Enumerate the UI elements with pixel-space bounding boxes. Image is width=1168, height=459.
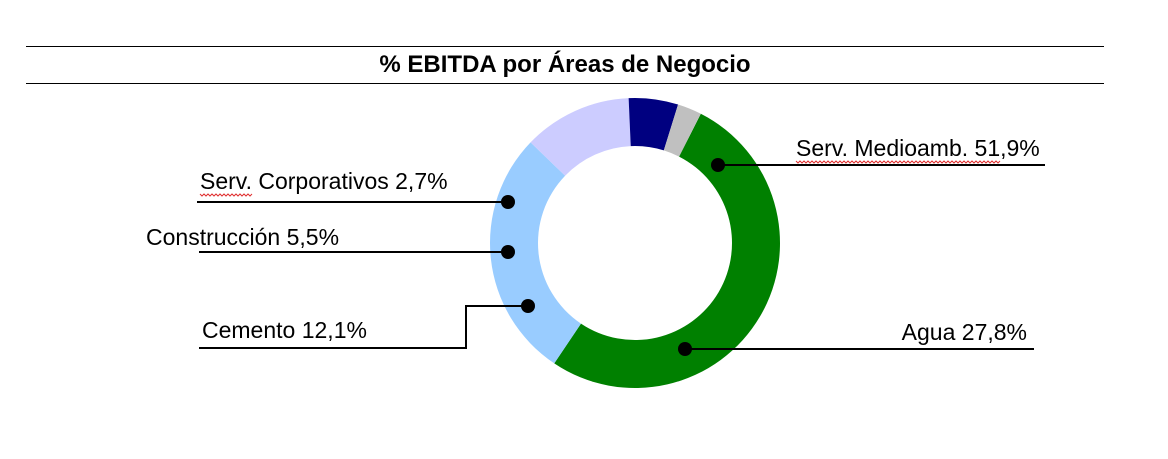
slice-construccion [628,98,679,151]
slice-cemento [530,98,631,176]
leader-dot-serv-medioamb [711,158,725,172]
label-cemento: Cemento 12,1% [202,317,367,343]
leader-dot-cemento [521,299,535,313]
label-construccion: Construcción 5,5% [146,224,339,250]
title-top-rule [26,46,1104,47]
leader-line-cemento [199,305,528,349]
leader-lines [197,158,1045,356]
slice-serv-corporativos [663,104,701,157]
leader-dot-construccion [501,245,515,259]
label-serv-corporativos: Serv. Corporativos 2,7% [200,168,448,194]
leader-dot-agua [678,342,692,356]
slice-serv-medioamb [554,113,781,389]
label-serv-medioamb: Serv. Medioamb. 51,9% [796,135,1040,161]
label-agua: Agua 27,8% [902,319,1027,345]
donut-slices [489,98,781,389]
title-bottom-rule [26,83,1104,84]
slice-labels: Serv. Medioamb. 51,9% Agua 27,8% Cemento 1… [146,135,1040,345]
chart-title: % EBITDA por Áreas de Negocio [379,51,751,78]
spellcheck-underline [199,193,253,197]
leader-dot-serv-corporativos [501,195,515,209]
spellcheck-underline [795,160,1001,164]
